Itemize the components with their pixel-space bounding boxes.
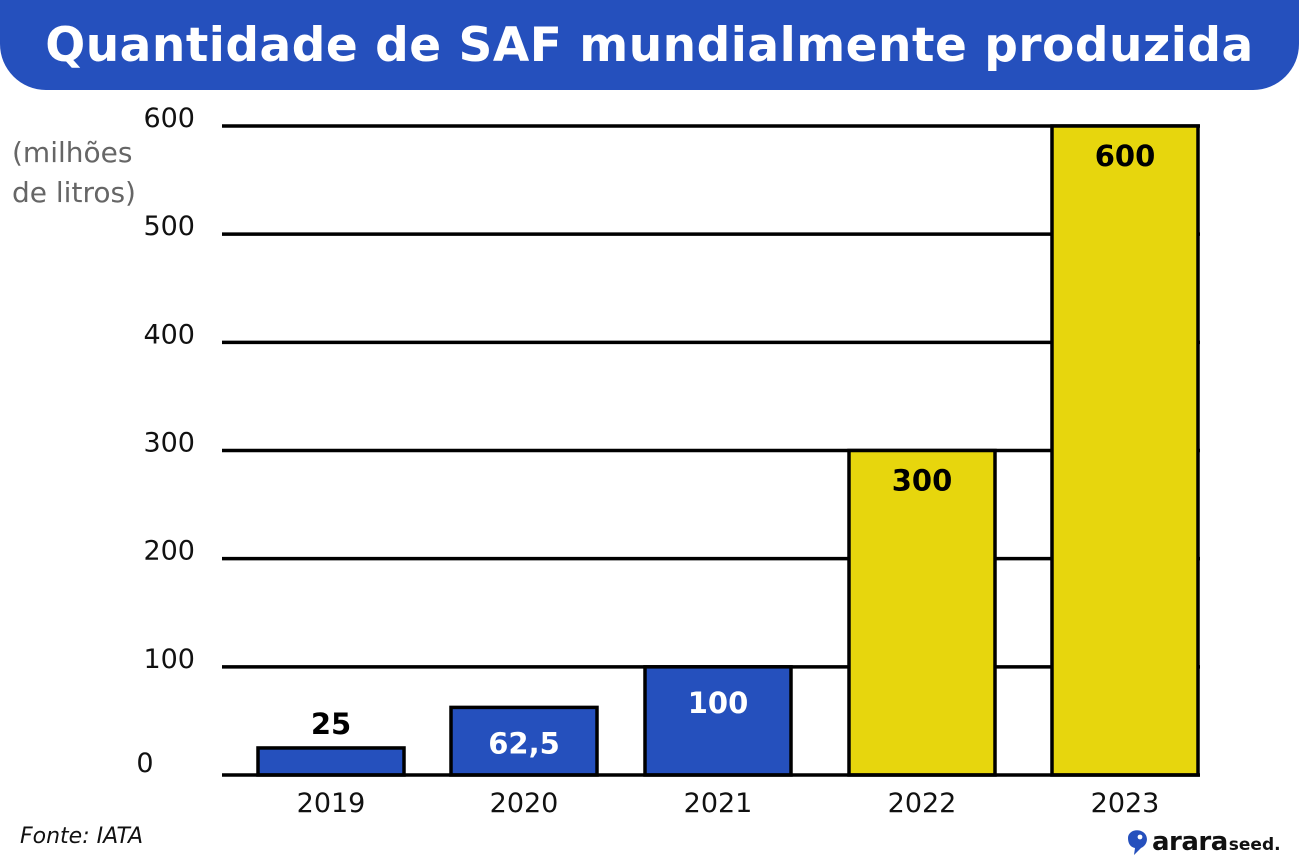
x-tick-label: 2021	[684, 788, 753, 819]
unit-label-line-1: (milhões	[12, 136, 133, 169]
title-banner: Quantidade de SAF mundialmente produzida	[0, 0, 1299, 90]
bar-value-label: 62,5	[488, 726, 560, 760]
y-tick-label: 600	[143, 103, 195, 134]
y-tick-label: 0	[136, 748, 153, 779]
x-tick-label: 2023	[1091, 788, 1160, 819]
bars	[256, 124, 1200, 777]
y-tick-label: 200	[143, 536, 195, 567]
logo-wordmark-suffix: seed.	[1228, 835, 1281, 855]
y-tick-label: 300	[143, 428, 195, 459]
y-tick-label: 400	[143, 319, 195, 350]
brand-logo: arara seed.	[1124, 826, 1281, 858]
x-tick-label: 2022	[888, 788, 957, 819]
bar-value-label: 25	[311, 707, 351, 741]
bar-2023	[1050, 124, 1200, 777]
chart-title: Quantidade de SAF mundialmente produzida	[45, 17, 1254, 73]
x-tick-labels: 2019 2020 2021 2022 2023	[297, 788, 1160, 819]
source-note: Fonte: IATA	[20, 824, 144, 849]
parrot-logo-icon	[1128, 830, 1147, 855]
bar-2022	[847, 448, 997, 777]
unit-label-line-2: de litros)	[12, 176, 136, 209]
y-tick-labels: 0 100 200 300 400 500 600	[136, 103, 195, 779]
y-tick-label: 100	[143, 644, 195, 675]
x-tick-label: 2019	[297, 788, 366, 819]
bar-2020	[449, 705, 599, 777]
bar-value-label: 600	[1095, 139, 1156, 173]
bar-value-label: 300	[892, 464, 953, 498]
y-axis-unit-label: (milhões de litros)	[12, 133, 136, 213]
bar-value-label: 100	[688, 686, 749, 720]
logo-wordmark: arara	[1152, 827, 1228, 857]
x-tick-label: 2020	[490, 788, 559, 819]
bar-2021	[643, 665, 793, 777]
y-tick-label: 500	[143, 211, 195, 242]
bar-2019	[256, 746, 406, 777]
bar-value-labels: 25 62,5 100 300 600	[311, 139, 1155, 760]
